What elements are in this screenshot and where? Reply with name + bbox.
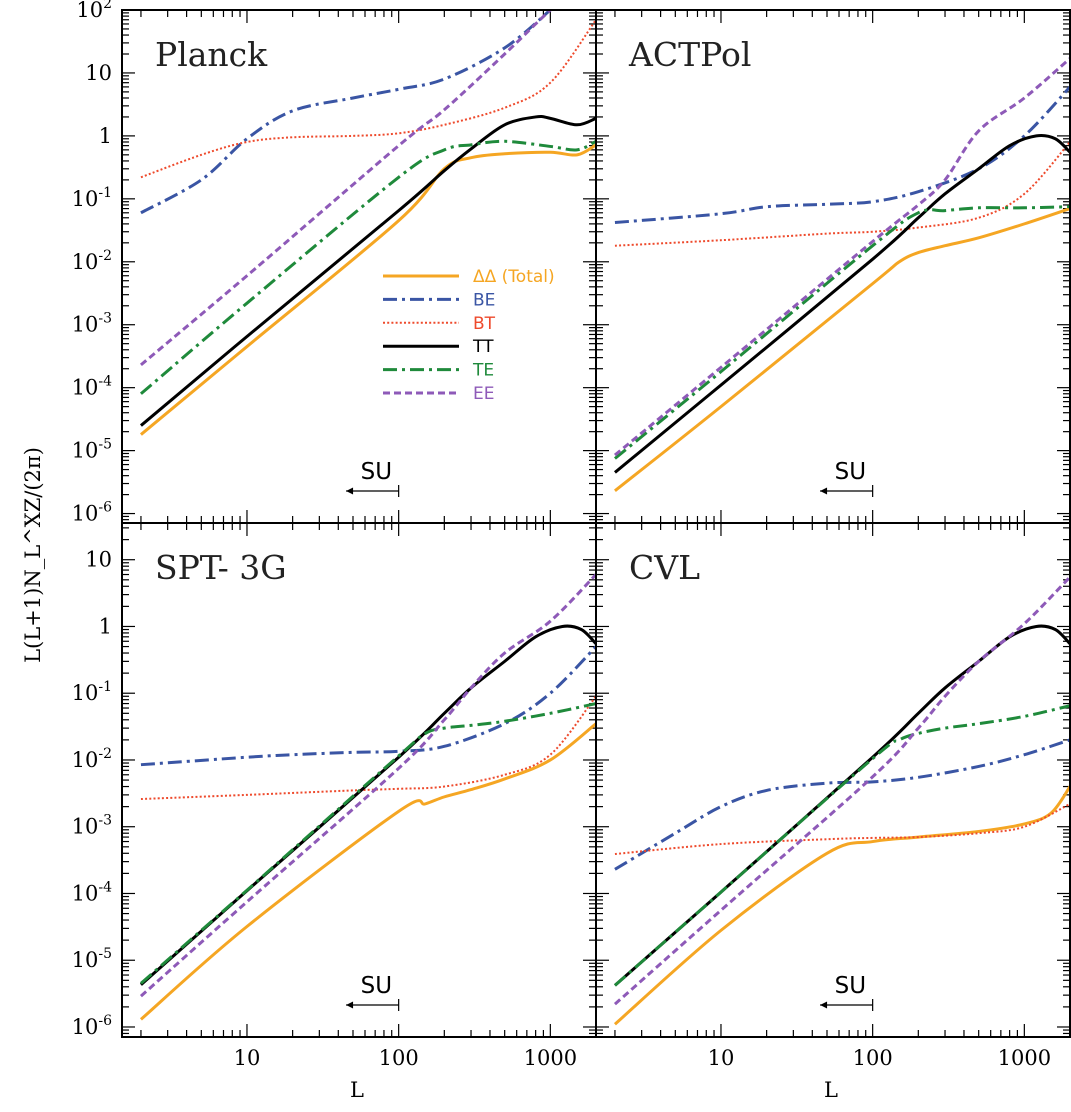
su-arrowhead bbox=[820, 1001, 828, 1009]
panel-1: ACTPol SU bbox=[595, 9, 1071, 524]
x-tick-label: 10 bbox=[708, 1046, 735, 1070]
legend-label: BT bbox=[473, 314, 496, 334]
series-line-te bbox=[613, 704, 1070, 987]
x-tick-label: 1000 bbox=[524, 1046, 577, 1070]
series-line-be bbox=[140, 10, 552, 215]
x-axis-label: L bbox=[350, 1078, 364, 1102]
panel-title: ACTPol bbox=[628, 35, 751, 74]
series-line-ee bbox=[139, 573, 596, 998]
series-line-bt bbox=[140, 695, 596, 801]
series-line-be bbox=[614, 85, 1070, 225]
panel-frame bbox=[595, 522, 1071, 1038]
panel-title: CVL bbox=[629, 548, 700, 587]
su-arrowhead bbox=[820, 487, 828, 495]
y-tick-label: 10-6 bbox=[72, 1013, 112, 1039]
y-tick-label: 10-1 bbox=[72, 185, 112, 211]
series-line-tt bbox=[139, 624, 596, 986]
su-arrowhead bbox=[346, 1001, 354, 1009]
series-line-bt bbox=[140, 19, 596, 179]
su-label: SU bbox=[835, 973, 866, 999]
y-tick-label: 10-3 bbox=[72, 311, 112, 337]
x-axis-label: L bbox=[824, 1078, 838, 1102]
y-tick-label: 10-2 bbox=[72, 248, 112, 274]
legend-label: ΔΔ (Total) bbox=[473, 267, 555, 287]
y-tick-label: 10 bbox=[85, 548, 112, 572]
y-tick-label: 10-5 bbox=[72, 946, 112, 972]
series-line-ee bbox=[613, 57, 1070, 457]
series-group bbox=[613, 57, 1070, 492]
legend-label: EE bbox=[473, 384, 494, 404]
panel-0: Planck SU 10-6 10-5 10-4 10-3 10-2 10-1 1 10 102 ΔΔ… bbox=[72, 0, 597, 526]
series-line-bt bbox=[614, 802, 1070, 856]
panel-2: SPT- 3G SU 10-6 10-5 10-4 10-3 10-2 10-1 1 10 10 10… bbox=[72, 522, 597, 1102]
y-tick-label: 10-4 bbox=[72, 879, 112, 905]
series-line-ee bbox=[139, 10, 552, 367]
panel-title: SPT- 3G bbox=[155, 548, 287, 587]
y-tick-label: 10-4 bbox=[72, 374, 112, 400]
y-tick-label: 10-5 bbox=[72, 437, 112, 463]
series-group bbox=[139, 10, 596, 436]
series-line-tt bbox=[613, 133, 1070, 474]
legend-label: BE bbox=[473, 290, 495, 310]
y-tick-label: 10-2 bbox=[72, 746, 112, 772]
legend: ΔΔ (Total) BE BT TT TE EE bbox=[383, 267, 555, 404]
y-tick-label: 10-6 bbox=[72, 500, 112, 526]
series-line-be bbox=[614, 738, 1070, 871]
y-tick-label: 10 bbox=[85, 61, 112, 85]
su-label: SU bbox=[361, 973, 392, 999]
su-label: SU bbox=[835, 459, 866, 485]
series-line-te bbox=[139, 702, 596, 985]
x-tick-label: 100 bbox=[379, 1046, 419, 1070]
y-tick-label: 102 bbox=[76, 0, 112, 22]
x-tick-label: 1000 bbox=[998, 1046, 1051, 1070]
panel-frame bbox=[121, 522, 597, 1038]
x-tick-label: 10 bbox=[234, 1046, 261, 1070]
x-tick-label: 100 bbox=[853, 1046, 893, 1070]
y-tick-label: 1 bbox=[99, 124, 112, 148]
y-axis-label: L(L+1)N_L^XZ/(2π) bbox=[21, 447, 45, 663]
su-label: SU bbox=[361, 459, 392, 485]
series-line-bt bbox=[614, 141, 1070, 247]
panel-frame bbox=[595, 9, 1071, 524]
series-line-total bbox=[614, 207, 1070, 492]
series-line-ee bbox=[613, 576, 1070, 1006]
series-line-be bbox=[140, 645, 596, 767]
panel-title: Planck bbox=[155, 35, 268, 74]
series-line-tt bbox=[139, 115, 596, 427]
legend-label: TE bbox=[472, 361, 494, 381]
legend-label: TT bbox=[472, 337, 494, 357]
y-tick-label: 1 bbox=[99, 614, 112, 638]
series-line-total bbox=[139, 143, 596, 436]
series-line-total bbox=[139, 722, 596, 1021]
series-group bbox=[613, 576, 1070, 1026]
y-tick-label: 10-3 bbox=[72, 813, 112, 839]
series-line-te bbox=[139, 139, 596, 395]
panel-3: CVL SU 10 100 1000 L bbox=[595, 522, 1071, 1102]
su-arrowhead bbox=[346, 487, 354, 495]
series-group bbox=[139, 573, 596, 1021]
y-tick-label: 10-1 bbox=[72, 679, 112, 705]
series-line-te bbox=[613, 205, 1070, 460]
